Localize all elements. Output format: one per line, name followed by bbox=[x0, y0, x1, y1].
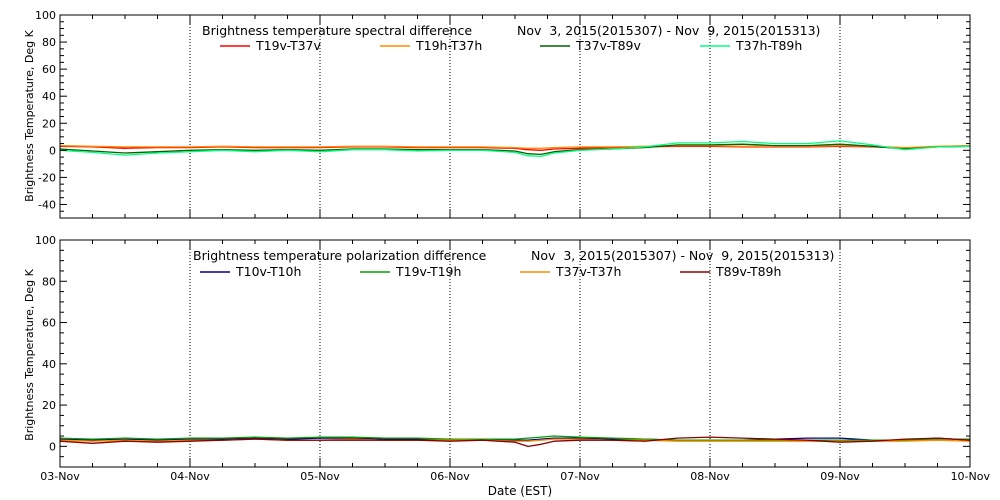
legend-label-t10v-t10h: T10v-T10h bbox=[235, 264, 301, 279]
spectral-y-tick-label: 0 bbox=[49, 144, 56, 157]
spectral-y-tick-label: 60 bbox=[42, 63, 56, 76]
series-line-t10v-t10h bbox=[59, 437, 971, 441]
spectral-legend: T19v-T37v T19h-T37h T37v-T89v T37h-T89h bbox=[220, 38, 802, 53]
spectral-y-tick-label: 100 bbox=[35, 9, 56, 22]
legend-label-t37v-t37h: T37v-T37h bbox=[555, 264, 621, 279]
spectral-y-tick-label: 40 bbox=[42, 90, 56, 103]
polarization-date-range: Nov 3, 2015(2015307) - Nov 9, 2015(20153… bbox=[531, 248, 834, 263]
polarization-x-tick-label: 07-Nov bbox=[560, 470, 600, 483]
legend-label-t37h-t89h: T37h-T89h bbox=[735, 38, 802, 53]
polarization-y-tick-label: 80 bbox=[42, 275, 56, 288]
spectral-chart-title: Brightness temperature spectral differen… bbox=[202, 23, 472, 38]
polarization-x-tick-label: 04-Nov bbox=[170, 470, 210, 483]
polarization-x-tick-label: 05-Nov bbox=[300, 470, 340, 483]
polarization-y-tick-label: 60 bbox=[42, 317, 56, 330]
polarization-difference-panel: 0 20 40 60 80 100 03-Nov 04-Nov 05-Nov 06-Nov 07-N… bbox=[23, 234, 990, 498]
polarization-x-tick-label: 06-Nov bbox=[430, 470, 470, 483]
x-axis-label: Date (EST) bbox=[488, 484, 552, 498]
polarization-y-tick-label: 0 bbox=[49, 440, 56, 453]
polarization-y-tick-label: 100 bbox=[35, 234, 56, 247]
polarization-gridlines bbox=[189, 240, 841, 467]
spectral-y-axis-label: Brightness Temperature, Deg K bbox=[23, 29, 36, 201]
spectral-y-tick-label: -40 bbox=[38, 198, 56, 211]
legend-label-t19h-t37h: T19h-T37h bbox=[415, 38, 482, 53]
spectral-y-tick-label: -20 bbox=[38, 171, 56, 184]
spectral-date-range: Nov 3, 2015(2015307) - Nov 9, 2015(20153… bbox=[517, 23, 820, 38]
legend-label-t89v-t89h: T89v-T89h bbox=[715, 264, 781, 279]
polarization-legend: T10v-T10h T19v-T19h T37v-T37h T89v-T89h bbox=[200, 264, 781, 279]
polarization-series-lines bbox=[59, 435, 971, 448]
legend-label-t37v-t89v: T37v-T89v bbox=[575, 38, 642, 53]
spectral-gridlines bbox=[189, 15, 841, 218]
spectral-y-tick-label: 20 bbox=[42, 117, 56, 130]
polarization-chart-title: Brightness temperature polarization diff… bbox=[193, 248, 487, 263]
polarization-x-tick-label: 08-Nov bbox=[690, 470, 730, 483]
series-line-t19h-t37h bbox=[59, 144, 971, 149]
legend-label-t19v-t37v: T19v-T37v bbox=[255, 38, 322, 53]
legend-label-t19v-t19h: T19v-T19h bbox=[395, 264, 461, 279]
polarization-ticks: 0 20 40 60 80 100 03-Nov 04-Nov 05-Nov 06-Nov 07-N… bbox=[35, 234, 990, 483]
spectral-ticks: -40 -20 0 20 40 60 80 100 bbox=[35, 9, 971, 219]
spectral-difference-panel: -40 -20 0 20 40 60 80 100 Brightness temperatur… bbox=[23, 9, 971, 219]
polarization-y-tick-label: 20 bbox=[42, 399, 56, 412]
series-line-t37h-t89h bbox=[59, 140, 971, 158]
spectral-y-tick-label: 80 bbox=[42, 36, 56, 49]
spectral-series-lines bbox=[59, 140, 971, 158]
polarization-y-tick-label: 40 bbox=[42, 358, 56, 371]
polarization-x-tick-label: 10-Nov bbox=[951, 470, 991, 483]
polarization-x-tick-label: 09-Nov bbox=[820, 470, 860, 483]
polarization-x-tick-label: 03-Nov bbox=[40, 470, 80, 483]
series-line-t89v-t89h bbox=[59, 436, 971, 448]
polarization-y-axis-label: Brightness Temperature, Deg K bbox=[23, 268, 36, 440]
